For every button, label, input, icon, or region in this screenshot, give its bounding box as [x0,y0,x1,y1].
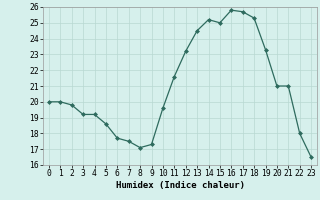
X-axis label: Humidex (Indice chaleur): Humidex (Indice chaleur) [116,181,244,190]
